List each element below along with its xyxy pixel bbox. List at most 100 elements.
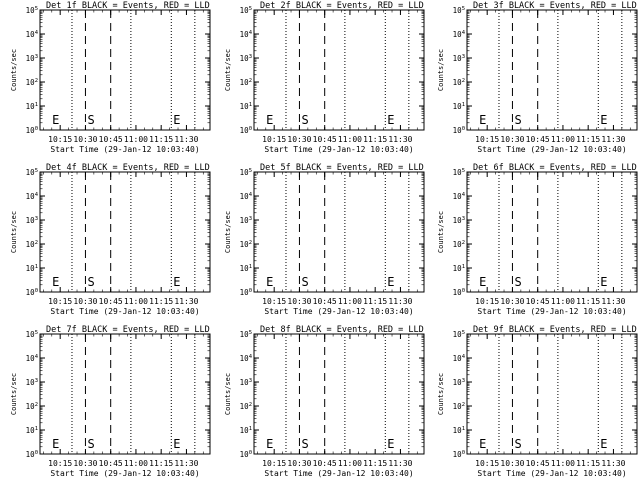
plot-frame <box>253 333 425 455</box>
plot-frame <box>253 171 425 293</box>
y-tick-label: 102 <box>26 402 38 411</box>
marker-e: E <box>52 113 59 127</box>
marker-e: E <box>479 437 486 451</box>
y-tick-label: 101 <box>26 264 38 273</box>
x-tick-label: 10:15 <box>475 459 499 468</box>
x-tick-label: 11:00 <box>338 135 362 144</box>
x-tick-label: 11:00 <box>551 459 575 468</box>
x-tick-label: 10:15 <box>475 135 499 144</box>
panel-3: Det 3f BLACK = Events, RED = LLD 100 101 10… <box>437 1 638 154</box>
y-tick-label: 104 <box>453 354 466 363</box>
x-tick-label: 11:15 <box>576 459 600 468</box>
y-tick-label: 105 <box>453 6 465 15</box>
plot-frame <box>39 9 211 131</box>
y-axis-label: Counts/sec <box>437 373 445 415</box>
y-tick-label: 102 <box>240 78 252 87</box>
marker-e: E <box>479 275 486 289</box>
marker-e: E <box>600 275 607 289</box>
plot-frame <box>39 333 211 455</box>
x-tick-label: 11:00 <box>338 459 362 468</box>
x-tick-label: 10:15 <box>475 297 499 306</box>
panel-title: Det 8f BLACK = Events, RED = LLD <box>260 325 424 335</box>
y-tick-label: 103 <box>453 216 465 225</box>
marker-e: E <box>387 113 394 127</box>
y-tick-label: 100 <box>26 450 38 459</box>
x-tick-label: 10:45 <box>526 135 550 144</box>
x-tick-label: 11:00 <box>124 135 148 144</box>
x-tick-label: 10:45 <box>99 297 123 306</box>
y-axis-label: Counts/sec <box>224 373 232 415</box>
y-tick-label: 105 <box>26 6 38 15</box>
x-tick-label: 11:30 <box>388 135 412 144</box>
x-tick-label: 11:00 <box>124 297 148 306</box>
y-tick-label: 100 <box>453 126 465 135</box>
y-tick-label: 101 <box>453 426 465 435</box>
x-tick-label: 11:15 <box>363 135 387 144</box>
x-axis-label: Start Time (29-Jan-12 10:03:40) <box>50 307 199 316</box>
y-tick-label: 100 <box>26 126 38 135</box>
x-tick-label: 11:30 <box>601 135 625 144</box>
x-tick-label: 10:45 <box>99 459 123 468</box>
y-tick-label: 102 <box>453 240 465 249</box>
y-tick-label: 104 <box>240 354 253 363</box>
panel-title: Det 1f BLACK = Events, RED = LLD <box>46 1 210 11</box>
y-tick-label: 103 <box>26 216 38 225</box>
y-tick-label: 100 <box>453 450 465 459</box>
marker-e: E <box>266 275 273 289</box>
panel-7: Det 7f BLACK = Events, RED = LLD 100 101 10… <box>10 325 211 478</box>
marker-s: S <box>87 275 94 289</box>
marker-e: E <box>173 437 180 451</box>
y-axis-label: Counts/sec <box>224 211 232 253</box>
x-axis-label: Start Time (29-Jan-12 10:03:40) <box>264 469 413 478</box>
marker-e: E <box>173 113 180 127</box>
y-tick-label: 105 <box>240 168 252 177</box>
marker-s: S <box>301 437 308 451</box>
panel-2: Det 2f BLACK = Events, RED = LLD 100 101 10… <box>224 1 425 154</box>
x-tick-label: 10:30 <box>287 297 311 306</box>
y-axis-label: Counts/sec <box>437 211 445 253</box>
x-tick-label: 10:30 <box>73 135 97 144</box>
y-tick-label: 101 <box>26 426 38 435</box>
x-tick-label: 11:00 <box>124 459 148 468</box>
x-tick-label: 11:15 <box>149 297 173 306</box>
y-tick-label: 104 <box>453 30 466 39</box>
panel-8: Det 8f BLACK = Events, RED = LLD 100 101 10… <box>224 325 425 478</box>
y-tick-label: 105 <box>453 168 465 177</box>
y-axis-label: Counts/sec <box>10 49 18 91</box>
x-tick-label: 10:45 <box>313 297 337 306</box>
y-tick-label: 100 <box>26 288 38 297</box>
panel-title: Det 9f BLACK = Events, RED = LLD <box>473 325 637 335</box>
x-tick-label: 10:30 <box>500 297 524 306</box>
y-tick-label: 104 <box>453 192 466 201</box>
x-tick-label: 11:30 <box>388 297 412 306</box>
x-tick-label: 10:45 <box>526 297 550 306</box>
y-axis-label: Counts/sec <box>10 373 18 415</box>
y-tick-label: 101 <box>26 102 38 111</box>
y-tick-label: 102 <box>26 240 38 249</box>
x-axis-label: Start Time (29-Jan-12 10:03:40) <box>477 307 626 316</box>
panel-6: Det 6f BLACK = Events, RED = LLD 100 101 10… <box>437 163 638 316</box>
x-tick-label: 10:30 <box>73 297 97 306</box>
marker-s: S <box>87 113 94 127</box>
y-tick-label: 105 <box>240 330 252 339</box>
x-tick-label: 10:30 <box>73 459 97 468</box>
marker-e: E <box>266 437 273 451</box>
x-axis-label: Start Time (29-Jan-12 10:03:40) <box>50 145 199 154</box>
plot-frame <box>466 9 638 131</box>
x-tick-label: 10:15 <box>262 297 286 306</box>
x-tick-label: 11:30 <box>601 297 625 306</box>
y-tick-label: 101 <box>453 102 465 111</box>
panel-title: Det 6f BLACK = Events, RED = LLD <box>473 163 637 173</box>
y-tick-label: 105 <box>240 6 252 15</box>
y-tick-label: 102 <box>26 78 38 87</box>
x-tick-label: 10:45 <box>313 459 337 468</box>
x-axis-label: Start Time (29-Jan-12 10:03:40) <box>50 469 199 478</box>
y-axis-label: Counts/sec <box>10 211 18 253</box>
marker-e: E <box>52 275 59 289</box>
y-tick-label: 103 <box>26 54 38 63</box>
marker-s: S <box>514 275 521 289</box>
y-tick-label: 105 <box>26 168 38 177</box>
marker-e: E <box>479 113 486 127</box>
plot-frame <box>253 9 425 131</box>
